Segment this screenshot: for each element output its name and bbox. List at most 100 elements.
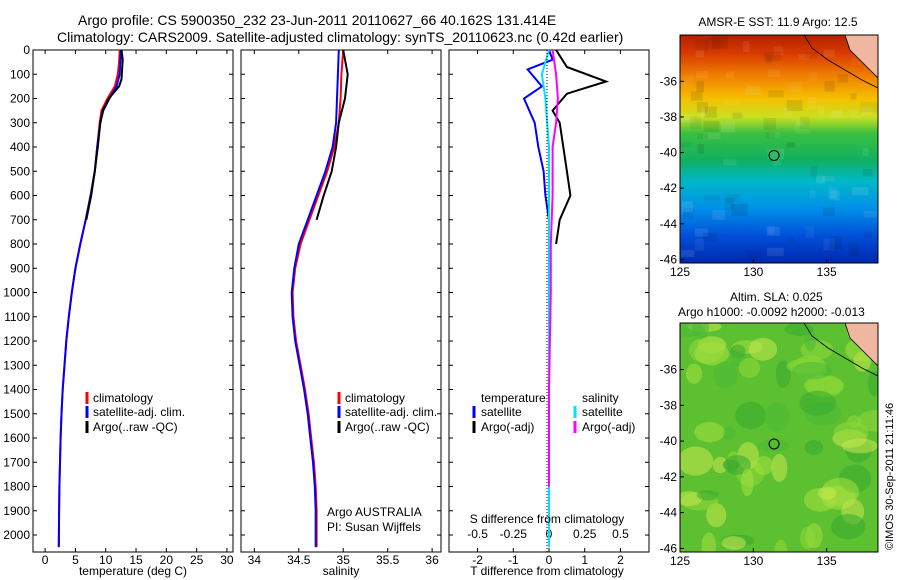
sla-texture-patch [735, 401, 766, 430]
sla-map-title: Altim. SLA: 0.025 [730, 290, 823, 304]
x-tick-label: 34 [248, 553, 262, 567]
sst-texture-patch [705, 37, 721, 50]
sla-texture-patch [713, 360, 738, 389]
legend-label-t-argo: Argo(-adj) [481, 420, 534, 434]
sla-texture-patch [817, 486, 837, 500]
sla-texture-patch [701, 532, 716, 552]
difference-temperature-legend: temperature satellite Argo(-adj) [472, 391, 546, 434]
sst-texture-patch [851, 58, 862, 65]
map-x-tick-label: 125 [670, 554, 690, 568]
sst-texture-patch [783, 107, 792, 119]
sst-texture-patch [725, 193, 740, 203]
sst-texture-patch [765, 54, 773, 64]
sst-texture-patch [767, 225, 775, 235]
sst-texture-patch [807, 96, 816, 110]
sst-texture-patch [703, 120, 720, 132]
sla-texture-patch [842, 438, 878, 454]
sst-texture-patch [848, 110, 858, 118]
sst-texture-patch [767, 148, 785, 160]
x-tick-label: -2 [472, 553, 483, 567]
sst-texture-patch [696, 81, 704, 93]
sst-map-field [680, 35, 878, 263]
map-y-tick-label: -38 [660, 110, 678, 124]
sst-texture-patch [831, 110, 843, 118]
x-tick-label: 34.5 [287, 553, 311, 567]
sst-map-ticks: 125 130 135 -36 -38 -40 -42 -44 -46 [660, 74, 837, 279]
sla-texture-patch [803, 375, 844, 396]
sst-texture-patch [681, 201, 694, 213]
map-y-tick-label: -40 [660, 146, 678, 160]
sla-texture-patch [722, 427, 737, 440]
sst-texture-patch [697, 143, 704, 154]
sst-texture-patch [823, 238, 835, 251]
sst-texture-patch [704, 195, 721, 201]
sla-texture-patch [833, 421, 869, 444]
sst-texture-patch [695, 39, 708, 52]
sst-texture-patch [788, 236, 795, 244]
series-line-sal-satellite [540, 49, 550, 548]
sst-texture-patch [695, 50, 704, 58]
sst-texture-patch [742, 41, 750, 52]
sst-texture-patch [795, 119, 803, 126]
sst-texture-patch [863, 210, 878, 218]
sst-texture-patch [702, 132, 721, 140]
sst-texture-patch [809, 190, 816, 198]
sla-argo-marker [768, 438, 780, 450]
sla-map-field [680, 323, 878, 552]
legend-label-s-argo: Argo(-adj) [582, 420, 635, 434]
sst-texture-patch [769, 131, 780, 139]
sst-texture-patch [822, 207, 835, 216]
sst-texture-patch [794, 123, 810, 134]
sst-texture-patch [810, 165, 817, 178]
sst-texture-patch [712, 210, 726, 220]
salinity-legend: climatology satellite-adj. clim. Argo(..… [337, 391, 437, 434]
x-tick-label: 20 [160, 553, 174, 567]
x-tick-label: 0 [546, 553, 553, 567]
x-tick-label: -1 [508, 553, 519, 567]
sla-texture-patch [754, 456, 774, 475]
sla-texture-patch [680, 446, 714, 476]
sst-texture-patch [786, 99, 803, 111]
salinity-xlabel: salinity [323, 564, 360, 578]
y-tick-label: 1300 [3, 358, 30, 372]
sst-texture-patch [860, 101, 877, 113]
map-y-tick-label: -42 [660, 181, 678, 195]
sla-texture-patch [741, 468, 754, 497]
sst-texture-patch [768, 90, 784, 98]
sst-texture-patch [804, 51, 817, 59]
sla-texture-patch [757, 439, 789, 452]
sla-texture-patch [821, 477, 860, 507]
y-tick-label: 400 [10, 140, 30, 154]
sst-argo-marker [768, 149, 780, 161]
y-tick-label: 1400 [3, 383, 30, 397]
temperature-xlabel: temperature (deg C) [79, 564, 187, 578]
sst-contour [803, 35, 878, 89]
legend-label-argo: Argo(..raw -QC) [345, 420, 430, 434]
legend-label-s-satellite: satellite [582, 405, 623, 419]
x-tick-label: 25 [190, 553, 204, 567]
figure-title-line1: Argo profile: CS 5900350_232 23-Jun-2011… [78, 12, 557, 28]
sst-texture-patch [702, 232, 717, 242]
y-tick-label: 500 [10, 164, 30, 178]
sst-texture-patch [861, 106, 873, 116]
sla-texture-patch [721, 536, 747, 550]
sst-texture-patch [767, 247, 784, 257]
map-x-tick-label: 135 [817, 554, 837, 568]
sla-texture-patch [867, 370, 878, 397]
sla-texture-patch [694, 421, 725, 443]
sla-texture-patch [792, 361, 832, 380]
top-x-tick-label: 0.5 [612, 527, 629, 541]
series-line-satellite-adj-clim- [290, 49, 340, 548]
sst-texture-patch [696, 102, 708, 113]
sst-texture-patch [689, 116, 702, 130]
argo-program-label: Argo AUSTRALIA [327, 505, 422, 519]
sst-texture-patch [788, 82, 802, 93]
salinity-series [290, 49, 349, 548]
sla-texture-patch [800, 526, 815, 550]
sst-texture-patch [863, 231, 873, 238]
sst-texture-patch [773, 158, 781, 166]
y-tick-label: 900 [10, 261, 30, 275]
series-line-argo-raw-qc- [85, 49, 124, 220]
top-x-tick-label: 0.25 [573, 527, 597, 541]
